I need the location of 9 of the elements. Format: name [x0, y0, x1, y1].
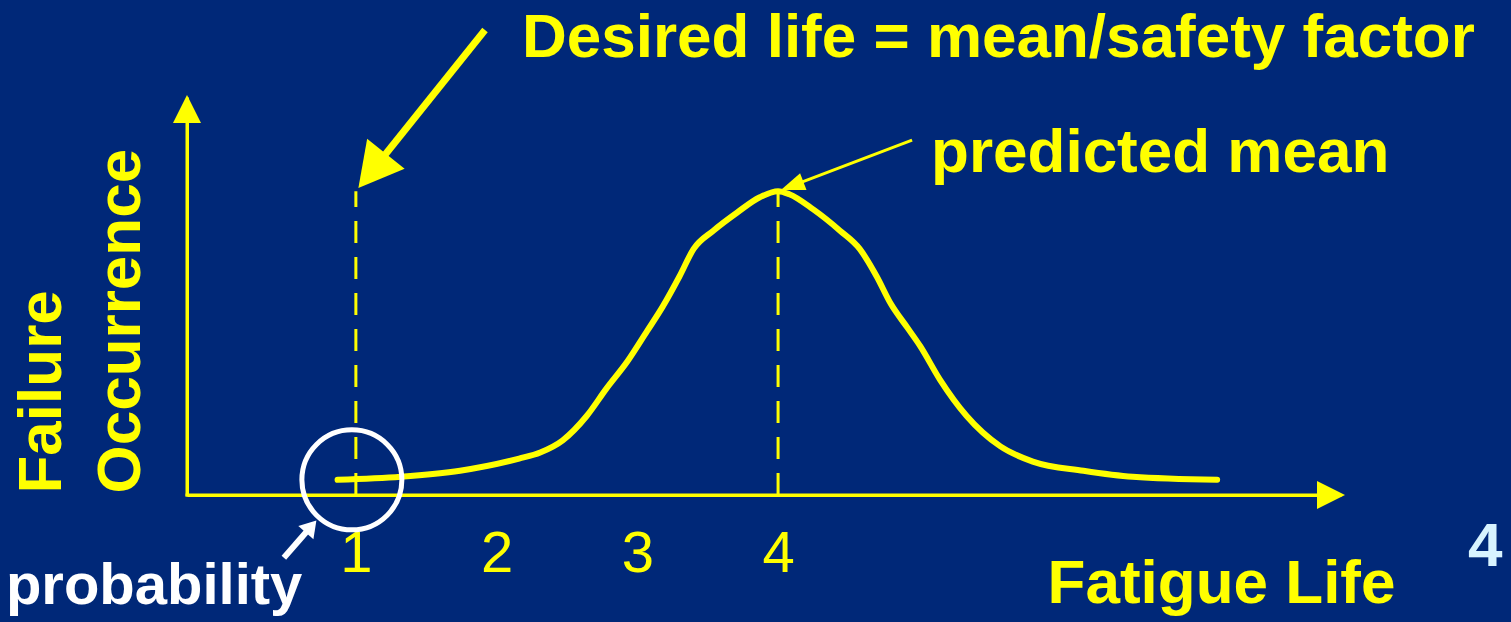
y-axis-title: Failure Occurrence — [4, 148, 153, 494]
x-tick-label: 4 — [762, 518, 795, 584]
annotation: predicted mean — [931, 116, 1390, 186]
x-tick-label: 3 — [621, 518, 654, 584]
x-tick-label: 1 — [340, 518, 373, 584]
x-tick-label: 2 — [480, 518, 514, 584]
text: Desired life = mean/safety factor — [522, 1, 1475, 70]
x-axis-title: Fatigue Life — [1047, 546, 1396, 616]
annotation: probability — [5, 550, 303, 616]
